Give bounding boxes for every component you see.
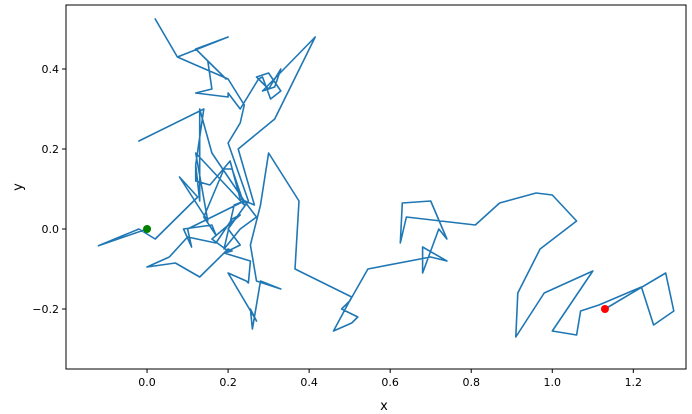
- x-axis-label: x: [380, 399, 388, 414]
- x-tick-label: 0.2: [219, 376, 237, 389]
- y-tick-label: 0.4: [42, 63, 60, 76]
- x-tick-label: 0.0: [138, 376, 156, 389]
- x-tick-label: 0.8: [462, 376, 480, 389]
- x-tick-label: 1.0: [544, 376, 562, 389]
- y-axis-ticks: −0.2 0.0 0.2 0.4: [32, 63, 66, 316]
- series-line: [97, 18, 675, 338]
- end-point-marker: [600, 305, 609, 313]
- x-axis-ticks: 0.0 0.2 0.4 0.6 0.8 1.0 1.2: [138, 369, 642, 389]
- x-tick-label: 0.6: [381, 376, 399, 389]
- y-tick-label: 0.0: [42, 223, 60, 236]
- y-tick-label: −0.2: [32, 303, 59, 316]
- y-axis-label: y: [11, 183, 26, 191]
- y-tick-label: 0.2: [42, 143, 60, 156]
- x-tick-label: 1.2: [625, 376, 643, 389]
- start-point-marker: [143, 225, 152, 233]
- plot-area: [66, 5, 686, 369]
- x-tick-label: 0.4: [300, 376, 318, 389]
- axes-frame: [65, 4, 687, 370]
